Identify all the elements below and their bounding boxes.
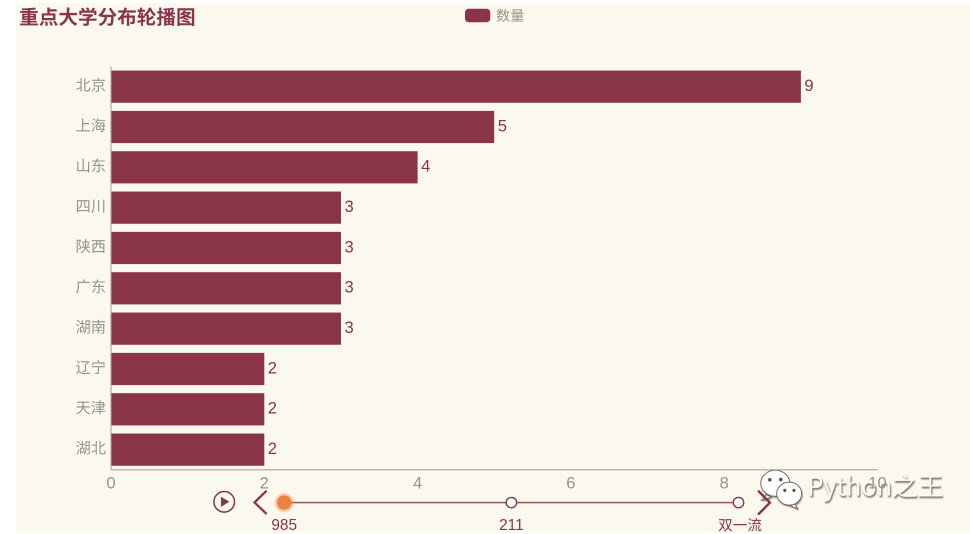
svg-text:3: 3 — [345, 197, 354, 216]
svg-text:985: 985 — [271, 517, 297, 534]
svg-text:6: 6 — [566, 473, 575, 492]
svg-text:3: 3 — [345, 237, 354, 256]
svg-text:2: 2 — [268, 439, 277, 458]
svg-text:211: 211 — [499, 517, 524, 534]
svg-text:2: 2 — [268, 358, 277, 377]
svg-text:8: 8 — [720, 473, 729, 492]
svg-text:9: 9 — [804, 76, 813, 95]
svg-text:2: 2 — [268, 399, 277, 418]
svg-text:4: 4 — [421, 157, 430, 176]
svg-text:10: 10 — [868, 473, 886, 492]
svg-text:3: 3 — [345, 278, 354, 297]
svg-text:4: 4 — [413, 473, 422, 492]
svg-text:0: 0 — [106, 473, 115, 492]
svg-text:2: 2 — [260, 473, 269, 492]
svg-text:5: 5 — [498, 116, 507, 135]
svg-text:3: 3 — [345, 318, 354, 337]
